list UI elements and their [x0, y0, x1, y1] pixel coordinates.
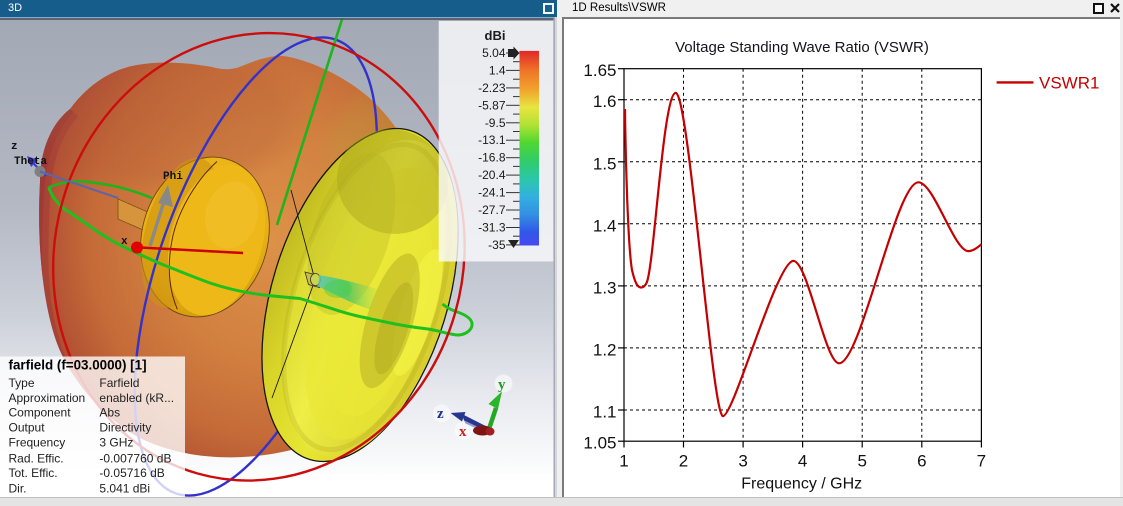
svg-text:Approximation: Approximation — [9, 391, 86, 405]
svg-text:1.6: 1.6 — [593, 92, 617, 111]
svg-text:2: 2 — [679, 452, 688, 471]
svg-text:1.05: 1.05 — [583, 434, 616, 453]
svg-text:-0.007760 dB: -0.007760 dB — [99, 452, 171, 466]
svg-text:1: 1 — [619, 452, 628, 471]
svg-text:Voltage Standing Wave Ratio (V: Voltage Standing Wave Ratio (VSWR) — [675, 39, 929, 56]
svg-text:Directivity: Directivity — [99, 421, 151, 435]
svg-text:-13.1: -13.1 — [478, 133, 506, 147]
svg-text:Theta: Theta — [14, 156, 47, 168]
svg-text:Phi: Phi — [163, 171, 183, 183]
svg-text:1.3: 1.3 — [593, 278, 617, 297]
svg-text:-27.7: -27.7 — [478, 203, 506, 217]
svg-text:-16.8: -16.8 — [478, 151, 506, 165]
svg-text:z: z — [437, 406, 444, 422]
svg-text:farfield (f=03.0000) [1]: farfield (f=03.0000) [1] — [9, 358, 147, 373]
svg-text:Tot. Effic.: Tot. Effic. — [9, 466, 58, 480]
svg-text:5.041 dBi: 5.041 dBi — [99, 481, 150, 495]
svg-text:-5.87: -5.87 — [478, 98, 506, 112]
svg-text:Component: Component — [9, 406, 72, 420]
svg-text:3: 3 — [738, 452, 747, 471]
svg-text:z: z — [11, 141, 18, 153]
svg-text:VSWR1: VSWR1 — [1039, 74, 1099, 93]
svg-text:Frequency: Frequency — [9, 436, 66, 450]
svg-text:dBi: dBi — [485, 28, 506, 43]
svg-text:5: 5 — [857, 452, 866, 471]
svg-text:-35: -35 — [488, 238, 506, 252]
svg-text:-24.1: -24.1 — [478, 186, 506, 200]
svg-text:Frequency / GHz: Frequency / GHz — [741, 476, 862, 493]
svg-text:7: 7 — [977, 452, 986, 471]
svg-text:x: x — [121, 236, 128, 248]
svg-text:1.4: 1.4 — [593, 216, 617, 235]
svg-text:1.65: 1.65 — [583, 61, 616, 80]
svg-text:4: 4 — [798, 452, 807, 471]
svg-text:y: y — [498, 377, 506, 393]
svg-text:Rad. Effic.: Rad. Effic. — [9, 452, 64, 466]
svg-text:-9.5: -9.5 — [485, 116, 506, 130]
svg-text:5.04: 5.04 — [482, 46, 506, 60]
svg-text:Dir.: Dir. — [9, 481, 27, 495]
svg-text:1.4: 1.4 — [489, 63, 506, 77]
svg-text:-31.3: -31.3 — [478, 221, 506, 235]
svg-text:1.5: 1.5 — [593, 154, 617, 173]
svg-text:-0.05716 dB: -0.05716 dB — [99, 466, 164, 480]
svg-text:Farfield: Farfield — [99, 376, 139, 390]
svg-text:1.1: 1.1 — [593, 403, 617, 422]
svg-text:-20.4: -20.4 — [478, 168, 506, 182]
svg-text:enabled (kR...: enabled (kR... — [99, 391, 174, 405]
svg-text:-2.23: -2.23 — [478, 81, 506, 95]
svg-text:Abs: Abs — [99, 406, 120, 420]
svg-text:3 GHz: 3 GHz — [99, 436, 133, 450]
svg-text:1.2: 1.2 — [593, 340, 617, 359]
svg-text:6: 6 — [917, 452, 926, 471]
svg-text:Output: Output — [9, 421, 46, 435]
svg-text:x: x — [459, 424, 467, 440]
svg-text:Type: Type — [9, 376, 35, 390]
